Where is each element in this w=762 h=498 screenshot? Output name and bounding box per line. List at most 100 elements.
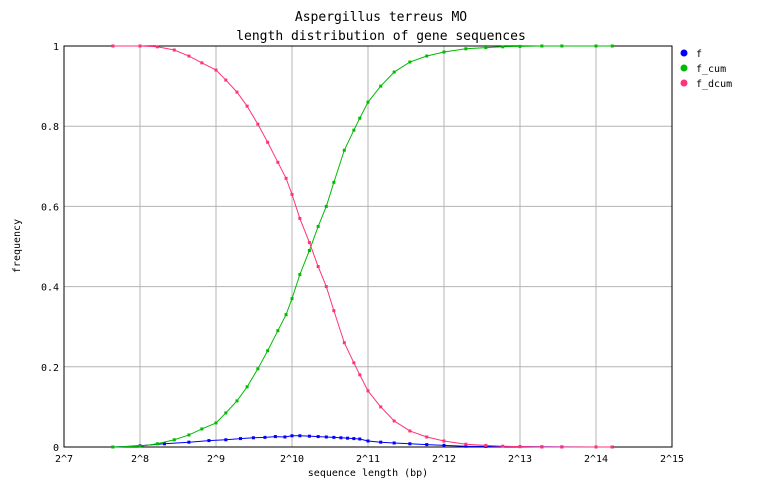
data-point-f-dcum [155, 45, 159, 49]
y-tick-label: 1 [53, 42, 59, 53]
data-point-f-cum [245, 385, 249, 389]
data-point-f [425, 443, 429, 447]
data-point-f-cum [342, 148, 346, 152]
data-point-f-cum [324, 204, 328, 208]
data-point-f-cum [172, 438, 176, 442]
data-point-f-dcum [442, 439, 446, 443]
data-point-f-dcum [501, 444, 505, 448]
data-point-f-cum [518, 44, 522, 48]
data-point-f-cum [224, 411, 228, 415]
data-point-f-dcum [464, 442, 468, 446]
data-point-f-dcum [408, 429, 412, 433]
data-point-f-cum [501, 45, 505, 49]
data-point-f-dcum [276, 160, 280, 164]
y-axis-label: frequency [12, 219, 23, 273]
y-tick-label: 0.2 [41, 363, 59, 374]
data-point-f [224, 438, 228, 442]
data-point-f-dcum [366, 389, 370, 393]
data-point-f-cum [256, 367, 260, 371]
data-point-f [464, 444, 468, 448]
x-tick-label: 2^10 [280, 454, 304, 465]
data-point-f-cum [408, 60, 412, 64]
data-point-f-cum [298, 273, 302, 277]
data-point-f-dcum [316, 265, 320, 269]
data-point-f [366, 439, 370, 443]
data-point-f [332, 435, 336, 439]
data-point-f-cum [560, 44, 564, 48]
data-point-f-cum [235, 399, 239, 403]
data-point-f-cum [594, 44, 598, 48]
x-axis-label: sequence length (bp) [308, 468, 428, 479]
data-point-f-cum [266, 349, 270, 353]
legend-marker-f [680, 49, 688, 57]
data-point-f-cum [464, 47, 468, 51]
data-point-f-dcum [224, 78, 228, 82]
data-point-f-cum [155, 442, 159, 446]
data-point-f [273, 435, 277, 439]
data-point-f [442, 443, 446, 447]
data-point-f [379, 440, 383, 444]
data-point-f [290, 434, 294, 438]
grid [64, 46, 672, 447]
legend-label-f-cum: f_cum [696, 64, 726, 75]
data-point-f-cum [111, 445, 115, 449]
chart-title-line1: Aspergillus terreus MO [295, 10, 467, 25]
series-line-f [112, 435, 613, 448]
data-point-f-cum [379, 84, 383, 88]
data-point-f-dcum [200, 61, 204, 65]
data-point-f-cum [484, 46, 488, 50]
data-point-f-dcum [358, 373, 362, 377]
y-tick-labels: 0 0.2 0.4 0.6 0.8 1 [41, 42, 59, 454]
data-point-f-dcum [187, 54, 191, 58]
data-point-f [162, 442, 166, 446]
data-point-f-dcum [284, 176, 288, 180]
y-tick-label: 0.4 [41, 283, 59, 294]
data-point-f [263, 435, 267, 439]
legend-marker-f-cum [680, 64, 688, 72]
data-point-f-cum [392, 70, 396, 74]
data-point-f-dcum [290, 192, 294, 196]
y-tick-label: 0.6 [41, 202, 59, 213]
data-point-f-dcum [379, 405, 383, 409]
data-point-f-cum [316, 224, 320, 228]
series-layer [111, 44, 614, 449]
data-point-f-dcum [138, 44, 142, 48]
data-point-f [238, 437, 242, 441]
data-point-f-dcum [392, 419, 396, 423]
data-point-f-cum [358, 116, 362, 120]
x-tick-label: 2^9 [207, 454, 225, 465]
data-point-f [408, 442, 412, 446]
data-point-f-cum [442, 50, 446, 54]
data-point-f-dcum [352, 361, 356, 365]
data-point-f-dcum [172, 48, 176, 52]
data-point-f [187, 440, 191, 444]
legend: f f_cum f_dcum [680, 49, 732, 90]
data-point-f [251, 436, 255, 440]
data-point-f [298, 434, 302, 438]
y-tick-label: 0.8 [41, 122, 59, 133]
data-point-f-dcum [332, 309, 336, 313]
legend-marker-f-dcum [680, 79, 688, 87]
x-tick-labels: 2^7 2^8 2^9 2^10 2^11 2^12 2^13 2^14 2^15 [55, 454, 684, 465]
data-point-f [307, 434, 311, 438]
data-point-f-cum [352, 128, 356, 132]
data-point-f-dcum [235, 90, 239, 94]
x-tick-label: 2^13 [508, 454, 532, 465]
data-point-f-dcum [307, 240, 311, 244]
series-f-cum [111, 44, 614, 449]
data-point-f-cum [290, 297, 294, 301]
data-point-f-cum [425, 54, 429, 58]
data-point-f-dcum [324, 285, 328, 289]
y-tick-label: 0 [53, 443, 59, 454]
data-point-f [316, 435, 320, 439]
data-point-f-cum [138, 444, 142, 448]
data-point-f-dcum [342, 341, 346, 345]
data-point-f-dcum [298, 216, 302, 220]
data-point-f-dcum [266, 140, 270, 144]
data-point-f-dcum [484, 443, 488, 447]
data-point-f-cum [540, 44, 544, 48]
data-point-f-cum [200, 427, 204, 431]
data-point-f-dcum [518, 445, 522, 449]
legend-label-f: f [696, 49, 702, 60]
